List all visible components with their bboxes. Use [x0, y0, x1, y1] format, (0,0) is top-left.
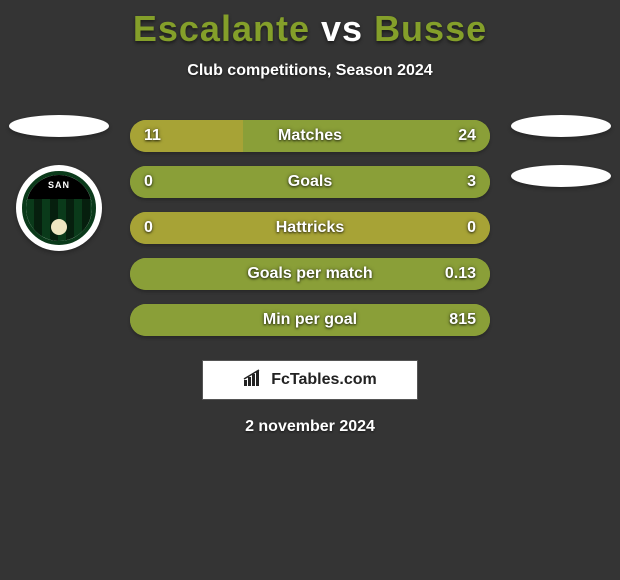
placeholder-ellipse [511, 165, 611, 187]
left-column: SAN MARTIN [4, 115, 114, 251]
team-badge-inner: SAN MARTIN [22, 171, 96, 245]
date-text: 2 november 2024 [0, 418, 620, 436]
watermark: FcTables.com [202, 360, 418, 400]
watermark-text: FcTables.com [271, 371, 377, 389]
stat-value-right: 0.13 [445, 258, 476, 290]
stat-row: Goals per match0.13 [130, 258, 490, 290]
stat-label: Matches [130, 120, 490, 152]
stat-label: Goals per match [130, 258, 490, 290]
placeholder-ellipse [9, 115, 109, 137]
right-column [506, 115, 616, 215]
footer-block: FcTables.com 2 november 2024 [0, 354, 620, 436]
chart-bars-icon [243, 369, 265, 392]
stat-row: 0Goals3 [130, 166, 490, 198]
team-badge-left: SAN MARTIN [16, 165, 102, 251]
stat-value-right: 3 [467, 166, 476, 198]
stat-row: 0Hattricks0 [130, 212, 490, 244]
title-player2: Busse [374, 8, 487, 49]
infographic-container: Escalante vs Busse Club competitions, Se… [0, 0, 620, 580]
placeholder-ellipse [511, 115, 611, 137]
stat-label: Goals [130, 166, 490, 198]
team-badge-stripes [26, 199, 92, 241]
stat-row: Min per goal815 [130, 304, 490, 336]
page-title: Escalante vs Busse [0, 0, 620, 50]
team-badge-ball-icon [51, 219, 67, 235]
stat-value-right: 24 [458, 120, 476, 152]
team-badge-text: SAN MARTIN [26, 175, 92, 199]
stat-row: 11Matches24 [130, 120, 490, 152]
stat-label: Hattricks [130, 212, 490, 244]
title-vs: vs [321, 8, 363, 49]
stat-label: Min per goal [130, 304, 490, 336]
subtitle: Club competitions, Season 2024 [0, 62, 620, 80]
stats-bars: 11Matches240Goals30Hattricks0Goals per m… [130, 120, 490, 350]
title-player1: Escalante [133, 8, 310, 49]
stat-value-right: 815 [449, 304, 476, 336]
stat-value-right: 0 [467, 212, 476, 244]
